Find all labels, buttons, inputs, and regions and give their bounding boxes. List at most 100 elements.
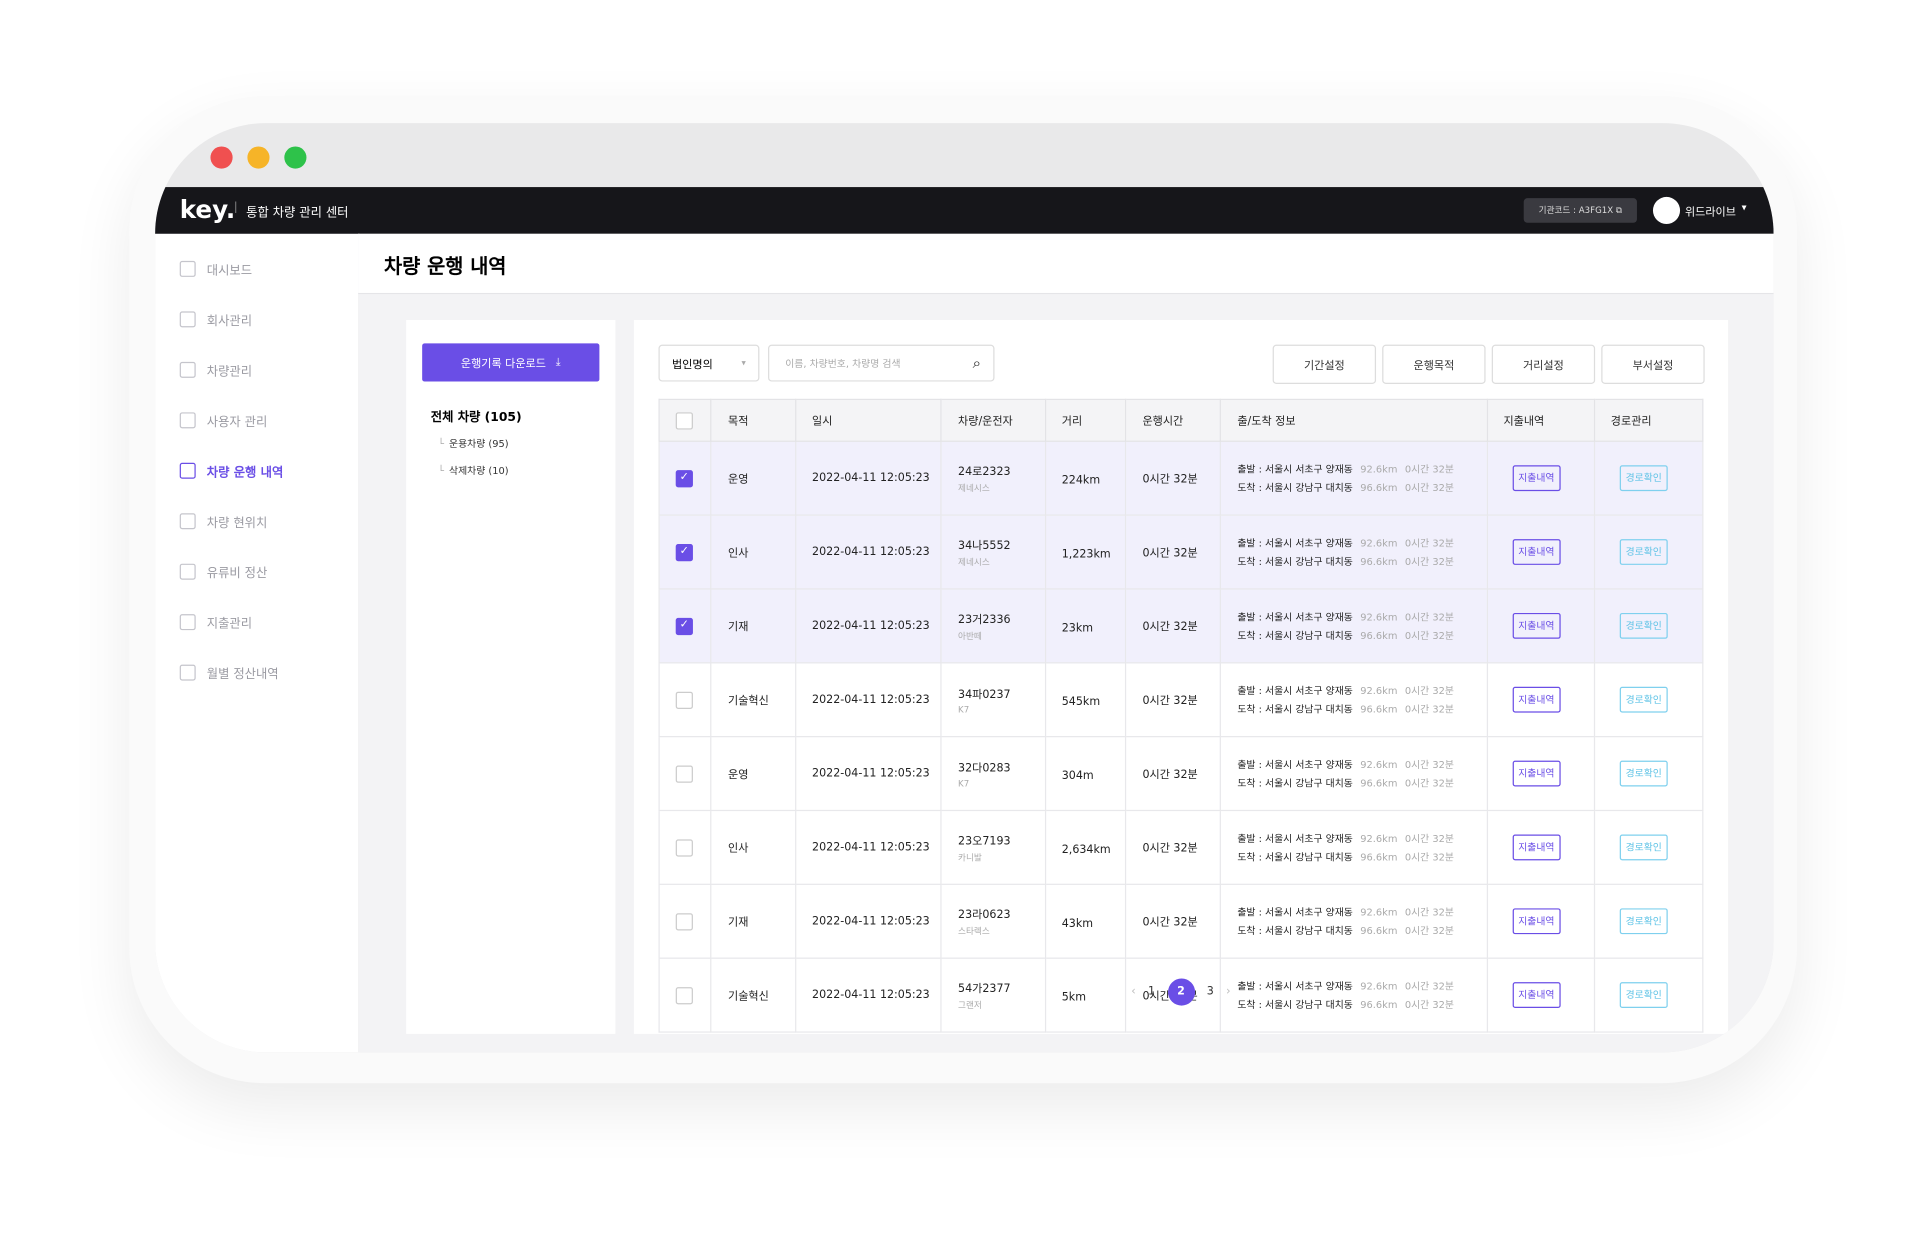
expense-button[interactable]: 지출내역	[1512, 465, 1561, 492]
route-button[interactable]: 경로확인	[1619, 834, 1668, 861]
row-checkbox[interactable]	[675, 764, 693, 783]
arrive-km: 96.6km	[1360, 629, 1398, 641]
vehicle-cell: 54가2377 그랜저	[940, 957, 1046, 1033]
filter-button[interactable]: 부서설정	[1601, 344, 1705, 385]
next-page[interactable]: ›	[1226, 985, 1231, 999]
depart-line: 출발 : 서울시 서초구 양재동 92.6km 0시간 32분	[1237, 755, 1485, 773]
page-number[interactable]: 1	[1148, 985, 1156, 999]
side-item[interactable]: 유류비 정산	[179, 562, 267, 581]
expense-button[interactable]: 지출내역	[1512, 834, 1561, 861]
route-button[interactable]: 경로확인	[1619, 686, 1668, 713]
side-item[interactable]: 차량 현위치	[179, 512, 267, 530]
header-check-cell	[658, 398, 713, 442]
arrive-line: 도착 : 서울시 강남구 대치동 96.6km 0시간 32분	[1237, 478, 1485, 496]
route-button[interactable]: 경로확인	[1619, 908, 1668, 935]
page-number[interactable]: 3	[1206, 985, 1214, 999]
tree-root[interactable]: 전체 차량 (105)	[430, 411, 522, 425]
filter-button[interactable]: 거리설정	[1491, 344, 1596, 385]
row-checkbox[interactable]: ✓	[675, 617, 693, 635]
arrive-time: 0시간 32분	[1404, 703, 1454, 715]
arrive-place: 도착 : 서울시 강남구 대치동	[1237, 924, 1353, 937]
row-checkbox[interactable]	[675, 838, 693, 857]
purpose: 기재	[710, 588, 797, 664]
expense-cell: 지출내역	[1486, 514, 1595, 590]
prev-page[interactable]: ‹	[1131, 985, 1136, 999]
side-item[interactable]: 사용자 관리	[179, 411, 267, 430]
vehicle-cell: 32다0283 K7	[940, 736, 1046, 812]
arrive-place: 도착 : 서울시 강남구 대치동	[1237, 703, 1353, 715]
side-item[interactable]: 월별 정산내역	[179, 663, 279, 682]
side-item[interactable]: 대시보드	[179, 260, 252, 278]
download-button[interactable]: 운행기록 다운로드 ⤓	[422, 343, 600, 382]
side-item[interactable]: 회사관리	[179, 310, 252, 329]
row-checkbox[interactable]	[675, 912, 693, 930]
arrive-line: 도착 : 서울시 강남구 대치동 96.6km 0시간 32분	[1237, 552, 1485, 570]
row-checkbox[interactable]	[675, 986, 693, 1004]
user-caret[interactable]: ▾	[1741, 201, 1747, 213]
avatar[interactable]	[1652, 196, 1681, 225]
route-button[interactable]: 경로확인	[1619, 612, 1668, 639]
side-item[interactable]: 지출관리	[179, 613, 252, 631]
minimize-dot[interactable]	[247, 146, 270, 169]
arrive-time: 0시간 32분	[1404, 777, 1454, 789]
check-mark: ✓	[679, 471, 689, 484]
depart-km: 92.6km	[1360, 684, 1398, 697]
tree-child[interactable]: └ 삭제차량 (10)	[438, 464, 508, 478]
expense-cell: 지출내역	[1486, 809, 1595, 885]
row-checkbox[interactable]: ✓	[675, 469, 693, 487]
tree-child-label: 삭제차량 (10)	[449, 465, 509, 477]
expense-button[interactable]: 지출내역	[1512, 686, 1561, 713]
side-icon	[179, 563, 196, 580]
purpose: 기술혁신	[710, 662, 797, 738]
route-cell: 경로확인	[1593, 662, 1704, 738]
expense-button[interactable]: 지출내역	[1512, 539, 1561, 565]
org-code[interactable]: 기관코드 : A3FG1X ⧉	[1523, 198, 1637, 223]
header-checkbox[interactable]	[675, 411, 693, 429]
column-header: 차량/운전자	[940, 398, 1046, 442]
filter-button[interactable]: 운행목적	[1382, 344, 1486, 385]
column-header: 출/도착 정보	[1220, 398, 1488, 442]
close-dot[interactable]	[210, 146, 233, 169]
route-cell: 경로확인	[1593, 883, 1704, 959]
route-button[interactable]: 경로확인	[1619, 982, 1668, 1009]
arrive-place: 도착 : 서울시 강남구 대치동	[1237, 629, 1353, 641]
row-checkbox[interactable]	[675, 691, 693, 709]
distance: 2,634km	[1044, 809, 1127, 885]
depart-line: 출발 : 서울시 서초구 양재동 92.6km 0시간 32분	[1237, 460, 1485, 478]
side-item[interactable]: 차량관리	[179, 361, 252, 379]
table-body: ✓ 운영 2022-04-11 12:05:23 24로2323 제네시스 224km 0시…	[658, 440, 1704, 1033]
filter-button[interactable]: 기간설정	[1272, 344, 1377, 385]
route-button[interactable]: 경로확인	[1619, 760, 1668, 787]
side-item[interactable]: 차량 운행 내역	[179, 462, 283, 480]
plate: 32다0283	[958, 762, 1011, 775]
side-icon	[179, 260, 196, 277]
maximize-dot[interactable]	[284, 146, 307, 169]
car-model: 제네시스	[958, 483, 990, 493]
depart-km: 92.6km	[1360, 906, 1398, 918]
arrive-line: 도착 : 서울시 강남구 대치동 96.6km 0시간 32분	[1237, 626, 1485, 644]
distance: 23km	[1044, 588, 1127, 664]
datetime: 2022-04-11 12:05:23	[794, 736, 943, 812]
expense-button[interactable]: 지출내역	[1512, 760, 1561, 787]
route-button[interactable]: 경로확인	[1619, 539, 1668, 565]
row-checkbox[interactable]: ✓	[675, 543, 693, 561]
check-mark: ✓	[679, 619, 689, 632]
owner-select[interactable]: 법인명의 ▾	[658, 344, 760, 382]
plate: 34파0237	[958, 688, 1011, 701]
user-name[interactable]: 위드라이브	[1684, 206, 1736, 220]
brand[interactable]: key.	[179, 194, 236, 225]
route-button[interactable]: 경로확인	[1619, 465, 1668, 492]
datetime: 2022-04-11 12:05:23	[794, 514, 943, 590]
page-number[interactable]: 2	[1167, 978, 1195, 1006]
depart-km: 92.6km	[1360, 463, 1398, 475]
search-icon[interactable]: ⌕	[972, 353, 981, 372]
drive-time: 0시간 32분	[1125, 440, 1222, 516]
expense-button[interactable]: 지출내역	[1512, 982, 1561, 1009]
expense-button[interactable]: 지출내역	[1512, 612, 1561, 639]
tree-child[interactable]: └ 운용차량 (95)	[438, 437, 508, 451]
depart-time: 0시간 32분	[1404, 980, 1454, 992]
expense-button[interactable]: 지출내역	[1512, 908, 1561, 935]
search-box[interactable]: 이름, 차량번호, 차량명 검색 ⌕	[768, 344, 995, 382]
route-cell: 경로확인	[1593, 736, 1704, 812]
